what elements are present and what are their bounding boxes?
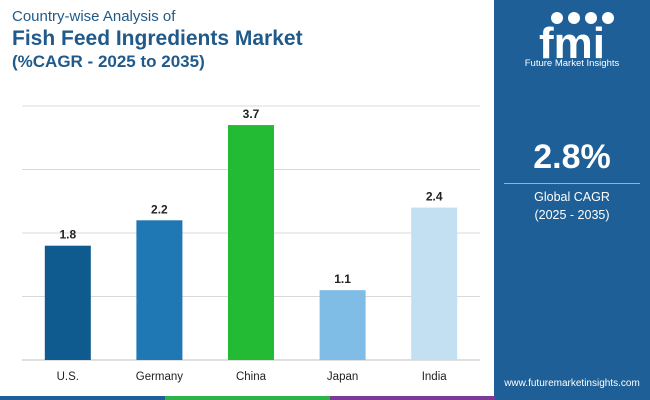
x-tick-label: China	[236, 371, 267, 383]
bar-chart: 1.8 U.S. 2.2 Germany 3.7 China 1.1 Japan 2.4 Indi…	[22, 105, 480, 383]
x-tick-label: Japan	[327, 371, 358, 383]
sidebar-panel: fmi Future Market Insights 2.8% Global C…	[494, 0, 650, 400]
bar-india	[411, 207, 458, 360]
logo-text: fmi	[539, 19, 605, 68]
data-label: 2.4	[426, 190, 443, 204]
bar-germany	[136, 220, 183, 360]
logo-fish-icon	[568, 12, 580, 24]
bar-us	[44, 245, 91, 360]
strip-segment	[0, 396, 165, 400]
cagr-divider	[504, 183, 640, 184]
bar-china	[228, 125, 274, 360]
title-line-1: Country-wise Analysis of	[12, 8, 176, 25]
global-cagr-value: 2.8%	[533, 138, 611, 176]
bar-japan	[319, 290, 366, 360]
x-tick-label: Germany	[136, 371, 184, 383]
fmi-logo: fmi	[539, 12, 614, 68]
strip-segment	[165, 396, 330, 400]
strip-segment	[330, 396, 495, 400]
logo-leaf-icon	[585, 12, 597, 24]
chart-title-block: Country-wise Analysis of Fish Feed Ingre…	[12, 8, 303, 72]
logo-globe-icon	[551, 12, 563, 24]
logo-person-icon	[602, 12, 614, 24]
strip-segment	[495, 396, 650, 400]
cagr-label-text: Global CAGR	[534, 190, 610, 204]
logo-subtitle: Future Market Insights	[524, 58, 620, 69]
title-line-3: (%CAGR - 2025 to 2035)	[12, 52, 205, 71]
global-cagr-label: Global CAGR (2025 - 2035)	[494, 188, 650, 224]
data-label: 1.1	[334, 272, 351, 286]
x-tick-label: U.S.	[57, 371, 79, 383]
data-label: 1.8	[59, 228, 76, 242]
website-link[interactable]: www.futuremarketinsights.com	[504, 378, 640, 389]
cagr-period-text: (2025 - 2035)	[534, 208, 610, 222]
bottom-color-strip	[0, 396, 650, 400]
data-label: 2.2	[151, 202, 168, 216]
title-line-2: Fish Feed Ingredients Market	[12, 27, 303, 50]
x-tick-label: India	[422, 371, 448, 383]
data-label: 3.7	[243, 107, 260, 121]
